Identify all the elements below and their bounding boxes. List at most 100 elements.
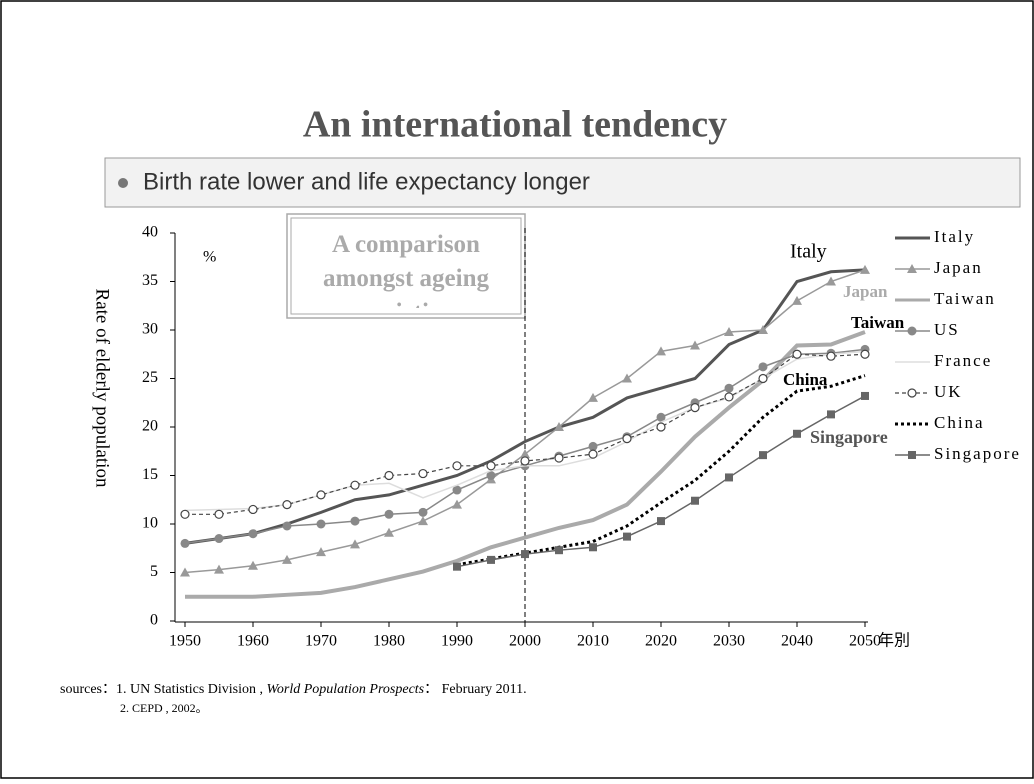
marker — [282, 500, 292, 510]
marker — [907, 326, 917, 336]
chart-title-box — [286, 213, 526, 319]
marker — [418, 507, 428, 517]
marker — [759, 451, 767, 460]
x-tick-label: 2040 — [781, 633, 813, 650]
marker — [907, 388, 917, 398]
legend-label: US — [934, 320, 960, 339]
marker — [453, 562, 461, 571]
marker — [758, 373, 768, 384]
marker — [214, 564, 224, 574]
marker — [908, 451, 916, 459]
chart-title-box-inner — [290, 217, 522, 315]
series-line — [184, 268, 866, 545]
marker — [452, 499, 462, 509]
marker — [792, 295, 802, 305]
annotation: Taiwan — [851, 313, 905, 332]
y-tick-label: 10 — [142, 515, 158, 532]
marker — [350, 516, 360, 526]
marker — [384, 509, 394, 519]
marker — [487, 555, 495, 564]
x-tick-label: 1960 — [237, 633, 269, 650]
source-1c: ： February 2011. — [424, 682, 527, 697]
marker — [656, 422, 666, 432]
y-unit: % — [203, 249, 216, 266]
slide-title: An international tendency — [303, 104, 727, 146]
marker — [554, 453, 564, 463]
marker — [588, 449, 598, 459]
sources-line-2: 2. CEPD , 2002。 — [120, 701, 208, 715]
marker — [860, 264, 870, 274]
marker — [724, 326, 734, 336]
marker — [418, 516, 428, 526]
marker — [725, 473, 733, 482]
marker — [316, 519, 326, 529]
annotation: Italy — [790, 241, 827, 263]
marker — [758, 325, 768, 334]
marker — [214, 534, 224, 544]
chart-title: A comparison amongst ageing societies — [323, 231, 489, 308]
marker — [588, 392, 598, 402]
annotation: Singapore — [810, 427, 888, 447]
chart-title-wrap: A comparison amongst ageing societies — [323, 231, 489, 308]
source-1a: sources：1. UN Statistics Division , — [60, 682, 263, 697]
marker — [350, 539, 360, 549]
marker — [180, 509, 190, 519]
marker — [282, 554, 292, 564]
y-tick-label: 20 — [142, 418, 158, 435]
x-unit: 年別 — [878, 632, 910, 650]
marker — [622, 434, 632, 444]
marker — [861, 391, 869, 400]
series-line — [185, 330, 866, 599]
x-tick-label: 1950 — [169, 633, 201, 650]
marker — [588, 441, 598, 451]
marker — [486, 471, 496, 480]
bullet-text: Birth rate lower and life expectancy lon… — [143, 168, 590, 195]
annotation: Japan — [843, 282, 888, 301]
bullet-box — [104, 157, 1021, 208]
x-tick-label: 1980 — [373, 633, 405, 650]
marker — [248, 504, 258, 515]
marker — [248, 529, 258, 539]
marker — [907, 264, 917, 273]
legend-label: France — [934, 351, 992, 370]
marker — [316, 547, 326, 557]
marker — [384, 527, 394, 537]
bullet-dot — [118, 178, 128, 188]
source-1b: World Population Prospects — [267, 682, 425, 697]
marker — [657, 517, 665, 526]
legend-label: Taiwan — [934, 289, 996, 308]
marker — [418, 468, 428, 479]
marker — [180, 538, 190, 548]
x-tick-label: 2050 — [849, 633, 881, 650]
x-tick-label: 2020 — [645, 633, 677, 650]
marker — [554, 422, 564, 431]
y-axis-label: Rate of elderly population — [92, 289, 113, 488]
marker — [521, 550, 529, 559]
sources-line-1: sources：1. UN Statistics Division , Worl… — [60, 682, 527, 697]
marker — [589, 543, 597, 552]
marker — [316, 490, 326, 500]
legend-label: Japan — [934, 258, 983, 277]
marker — [452, 485, 462, 495]
marker — [555, 546, 563, 555]
marker — [520, 456, 530, 466]
marker — [486, 461, 496, 471]
marker — [656, 412, 666, 422]
marker — [826, 351, 836, 361]
y-tick-label: 0 — [150, 612, 158, 629]
x-tick-label: 1990 — [441, 633, 473, 650]
legend-label: Italy — [934, 227, 975, 246]
marker — [622, 373, 632, 383]
annotation: China — [783, 370, 828, 389]
marker — [690, 340, 700, 350]
legend-label: Singapore — [934, 444, 1021, 463]
marker — [623, 532, 631, 541]
marker — [827, 410, 835, 419]
x-tick-label: 2010 — [577, 633, 609, 650]
y-tick-label: 40 — [142, 224, 158, 241]
y-tick-label: 25 — [142, 369, 158, 386]
marker — [282, 521, 292, 531]
x-tick-label: 2000 — [509, 633, 541, 650]
marker — [690, 403, 700, 413]
